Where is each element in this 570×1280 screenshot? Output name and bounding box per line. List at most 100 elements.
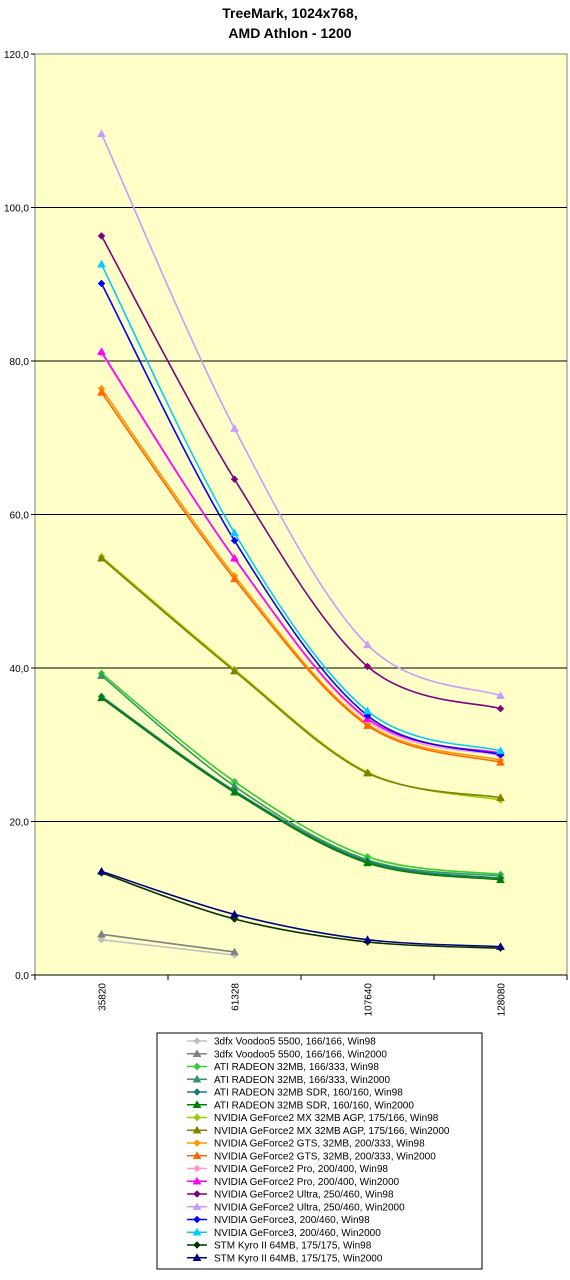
legend-swatch-marker [193, 1164, 201, 1173]
gridlines [35, 207, 567, 822]
legend-entry: NVIDIA GeForce2 GTS, 32MB, 200/333, Win2… [187, 1151, 436, 1162]
data-point [363, 662, 372, 671]
legend-label: 3dfx Voodoo5 5500, 166/166, Win98 [214, 1037, 376, 1048]
legend-label: ATI RADEON 32MB SDR, 160/160, Win2000 [214, 1100, 414, 1111]
legend-label: ATI RADEON 32MB, 166/333, Win98 [214, 1062, 379, 1073]
data-point [496, 746, 505, 755]
data-point [97, 129, 106, 138]
data-point [97, 935, 106, 944]
data-point [496, 875, 505, 884]
legend-label: NVIDIA GeForce2 GTS, 32MB, 200/333, Win9… [214, 1139, 425, 1150]
legend-swatch-marker [192, 1202, 202, 1210]
legend-swatch-marker [192, 1227, 202, 1236]
legend-entry: STM Kyro II 64MB, 175/175, Win2000 [187, 1253, 383, 1264]
legend-label: NVIDIA GeForce2 GTS, 32MB, 200/333, Win2… [214, 1151, 436, 1162]
data-point [97, 387, 106, 396]
legend-swatch-marker [192, 1151, 202, 1159]
legend-swatch-marker [192, 1253, 202, 1261]
legend-entry: NVIDIA GeForce3, 200/460, Win98 [187, 1215, 370, 1226]
legend-swatch-marker [193, 1241, 201, 1249]
legend-entry: NVIDIA GeForce3, 200/460, Win2000 [187, 1227, 381, 1239]
series-line [100, 557, 501, 799]
y-tick-label: 20,0 [10, 818, 30, 829]
legend-swatch-marker [193, 1113, 201, 1122]
y-tick-label: 60,0 [10, 511, 30, 522]
data-point [97, 279, 106, 288]
data-point [363, 640, 372, 649]
x-axis: 35820 61328 107640 128080 [34, 974, 568, 1017]
series-13 [97, 129, 505, 699]
legend-swatch-marker [193, 1088, 201, 1096]
legend-swatch-marker [192, 1100, 202, 1108]
data-point [97, 259, 106, 268]
data-point [230, 666, 239, 675]
legend-entry: ATI RADEON 32MB SDR, 160/160, Win98 [187, 1088, 403, 1099]
series-line [101, 697, 501, 881]
data-point [363, 935, 372, 943]
legend-entry: NVIDIA GeForce2 MX 32MB AGP, 175/166, Wi… [187, 1113, 439, 1124]
legend-label: NVIDIA GeForce2 Ultra, 250/460, Win2000 [214, 1202, 405, 1213]
legend-entry: NVIDIA GeForce2 Pro, 200/400, Win2000 [187, 1176, 400, 1188]
series-line [101, 872, 501, 949]
legend-entry: 3dfx Voodoo5 5500, 166/166, Win2000 [187, 1049, 387, 1060]
data-point [363, 706, 372, 715]
series-line [100, 672, 501, 876]
series-9 [97, 387, 505, 766]
data-point [496, 691, 505, 699]
x-tick-label: 107640 [364, 983, 375, 1017]
series-line [101, 695, 501, 880]
y-tick-label: 100,0 [4, 204, 29, 215]
series-line [100, 675, 501, 877]
data-point [230, 787, 239, 796]
series-12 [97, 232, 505, 713]
series-7 [97, 553, 505, 801]
chart-title-line-1: TreeMark, 1024x768, [222, 5, 357, 21]
y-axis: 0,0 20,0 40,0 60,0 80,0 100,0 120,0 [4, 50, 35, 982]
y-tick-label: 40,0 [10, 664, 30, 675]
legend-entry: NVIDIA GeForce2 GTS, 32MB, 200/333, Win9… [187, 1139, 425, 1150]
chart-title-line-2: AMD Athlon - 1200 [228, 25, 351, 41]
legend-entry: NVIDIA GeForce2 Ultra, 250/460, Win98 [187, 1190, 394, 1201]
y-tick-label: 120,0 [4, 50, 29, 61]
data-point [97, 929, 106, 938]
data-point [496, 704, 505, 713]
legend-swatch-marker [193, 1215, 201, 1224]
legend-label: NVIDIA GeForce2 Ultra, 250/460, Win98 [214, 1190, 394, 1201]
legend-label: NVIDIA GeForce2 Pro, 200/400, Win2000 [214, 1177, 400, 1188]
legend-label: NVIDIA GeForce2 MX 32MB AGP, 175/166, Wi… [214, 1113, 439, 1124]
data-point [230, 909, 239, 918]
series-layer [97, 129, 505, 959]
data-point [97, 347, 106, 356]
legend-entry: ATI RADEON 32MB SDR, 160/160, Win2000 [187, 1100, 414, 1111]
legend-entry: NVIDIA GeForce2 MX 32MB AGP, 175/166, Wi… [187, 1125, 450, 1137]
series-line [100, 388, 501, 761]
series-line [101, 933, 235, 953]
legend-entry: ATI RADEON 32MB, 166/333, Win98 [187, 1062, 379, 1073]
legend-label: ATI RADEON 32MB, 166/333, Win2000 [214, 1075, 390, 1086]
legend-label: 3dfx Voodoo5 5500, 166/166, Win2000 [214, 1049, 387, 1060]
legend-label: STM Kyro II 64MB, 175/175, Win98 [214, 1241, 372, 1252]
data-point [97, 693, 106, 702]
data-point [363, 858, 372, 867]
legend-entry: ATI RADEON 32MB, 166/333, Win2000 [187, 1074, 390, 1086]
data-point [230, 947, 239, 956]
legend-swatch-marker [192, 1125, 202, 1134]
data-point [496, 793, 505, 801]
data-point [230, 528, 239, 537]
legend-label: NVIDIA GeForce2 Pro, 200/400, Win98 [214, 1164, 388, 1175]
legend-entry: NVIDIA GeForce2 Ultra, 250/460, Win2000 [187, 1202, 405, 1213]
data-point [97, 232, 106, 240]
x-tick-label: 61328 [231, 983, 242, 1011]
legend-label: ATI RADEON 32MB SDR, 160/160, Win98 [214, 1088, 403, 1099]
data-point [363, 768, 372, 777]
series-15 [97, 259, 505, 755]
series-line [100, 235, 501, 710]
data-point [97, 553, 106, 562]
data-point [363, 721, 372, 729]
legend-swatch-marker [193, 1190, 201, 1198]
legend-label: NVIDIA GeForce3, 200/460, Win2000 [214, 1228, 381, 1239]
legend-swatch-marker [193, 1062, 201, 1071]
data-point [230, 424, 239, 432]
legend-swatch-marker [192, 1074, 202, 1083]
